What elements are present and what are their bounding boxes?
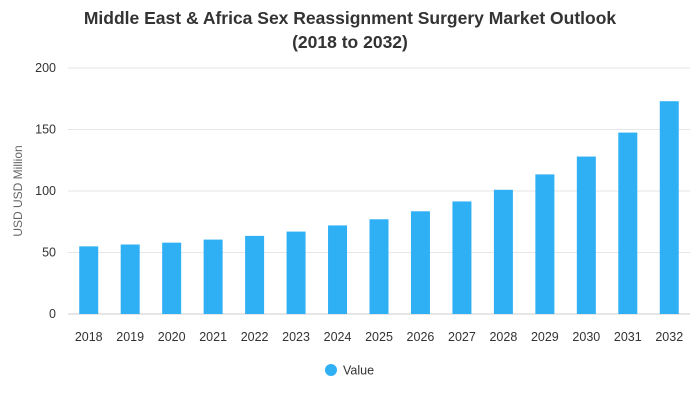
x-tick-label: 2023 <box>282 330 310 344</box>
bar-2027[interactable] <box>452 201 472 314</box>
bar-2022[interactable] <box>245 235 265 314</box>
x-tick-label: 2032 <box>655 330 683 344</box>
legend-label[interactable]: Value <box>343 364 374 378</box>
x-tick-label: 2020 <box>158 330 186 344</box>
y-tick-label: 150 <box>35 123 56 137</box>
bar-2031[interactable] <box>618 132 638 314</box>
x-tick-label: 2022 <box>241 330 269 344</box>
x-tick-label: 2019 <box>116 330 144 344</box>
bar-2029[interactable] <box>535 174 555 314</box>
chart-title: Middle East & Africa Sex Reassignment Su… <box>0 6 700 54</box>
bar-2026[interactable] <box>410 211 430 314</box>
bar-2030[interactable] <box>576 156 596 314</box>
y-tick-label: 50 <box>42 246 56 260</box>
bar-2025[interactable] <box>369 219 389 314</box>
bar-2018[interactable] <box>79 246 99 314</box>
bar-2032[interactable] <box>659 101 679 315</box>
legend-marker[interactable] <box>325 364 337 376</box>
y-tick-label: 200 <box>35 61 56 75</box>
x-tick-label: 2018 <box>75 330 103 344</box>
x-tick-label: 2024 <box>324 330 352 344</box>
legend: Value <box>325 364 374 378</box>
y-tick-label: 0 <box>49 307 56 321</box>
chart-title-line1: Middle East & Africa Sex Reassignment Su… <box>83 8 617 28</box>
x-tick-label: 2026 <box>407 330 435 344</box>
bar-2020[interactable] <box>162 242 182 314</box>
chart-title-line2: (2018 to 2032) <box>292 32 408 52</box>
y-axis-title: USD USD Million <box>11 145 25 236</box>
x-tick-label: 2029 <box>531 330 559 344</box>
bar-2019[interactable] <box>120 244 140 314</box>
bar-2021[interactable] <box>203 239 223 314</box>
x-tick-label: 2028 <box>489 330 517 344</box>
y-tick-label: 100 <box>35 184 56 198</box>
x-tick-label: 2027 <box>448 330 476 344</box>
bar-2028[interactable] <box>493 189 513 314</box>
x-tick-label: 2031 <box>614 330 642 344</box>
x-tick-label: 2030 <box>572 330 600 344</box>
bars <box>79 101 679 315</box>
bar-2023[interactable] <box>286 231 306 314</box>
x-tick-label: 2025 <box>365 330 393 344</box>
x-axis: 2018 2019 2020 2021 2022 2023 2024 2025 2026 2027… <box>75 330 683 344</box>
bar-2024[interactable] <box>328 225 348 314</box>
y-axis: 0 50 100 150 200 <box>35 61 56 321</box>
x-tick-label: 2021 <box>199 330 227 344</box>
